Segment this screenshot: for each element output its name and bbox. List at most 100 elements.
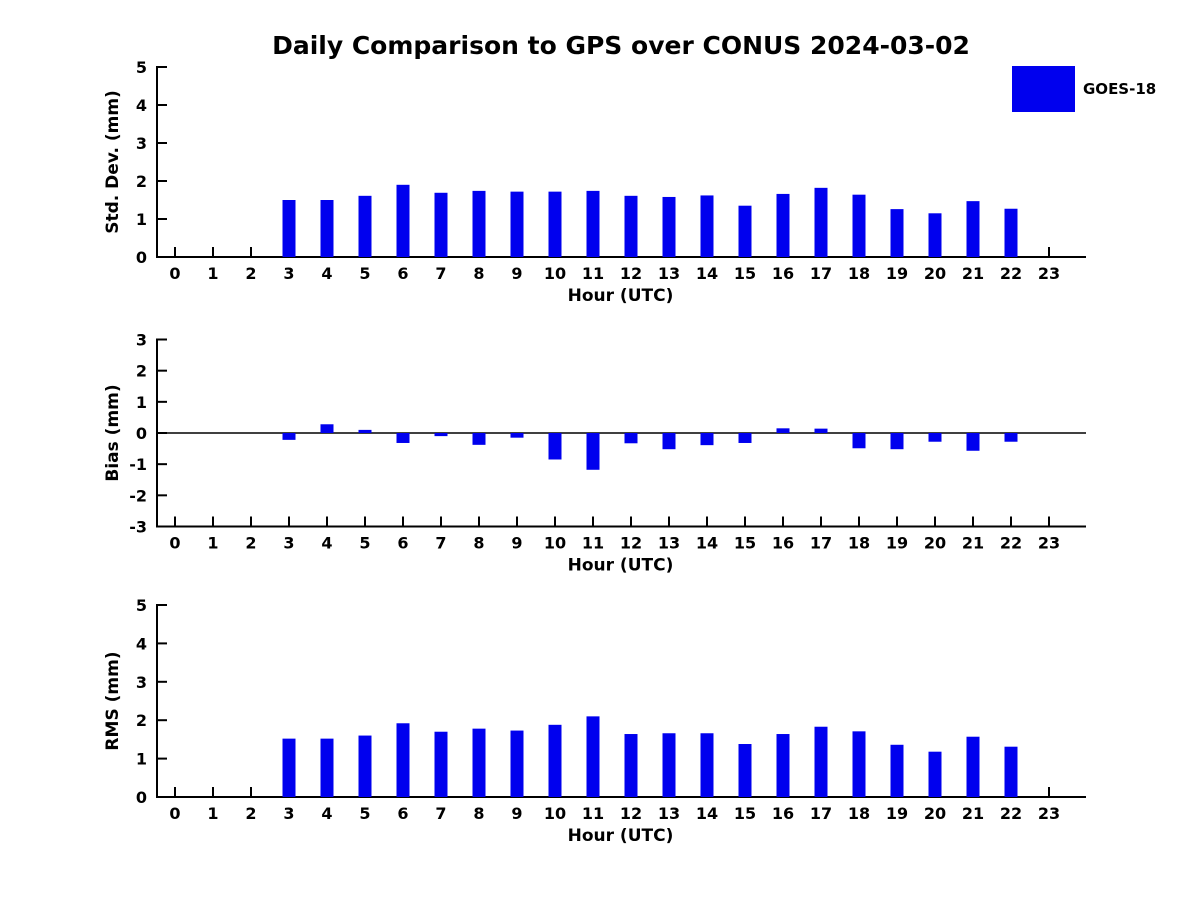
x-tick-label: 19 [886, 534, 908, 553]
bar [358, 195, 372, 257]
x-tick-label: 7 [435, 804, 446, 823]
x-tick-label: 3 [283, 264, 294, 283]
bar [586, 716, 600, 797]
x-tick-label: 16 [772, 804, 794, 823]
bar [548, 724, 562, 797]
bar [1004, 208, 1018, 257]
x-tick-label: 19 [886, 264, 908, 283]
y-tick-label: 1 [136, 750, 147, 769]
x-tick-label: 20 [924, 534, 946, 553]
x-tick-label: 1 [207, 804, 218, 823]
x-tick-label: 12 [620, 534, 642, 553]
bar [966, 201, 980, 257]
x-tick-label: 22 [1000, 534, 1022, 553]
x-tick-label: 2 [245, 264, 256, 283]
y-tick-label: 0 [136, 788, 147, 807]
x-tick-label: 18 [848, 264, 870, 283]
y-axis-label: Bias (mm) [103, 384, 123, 481]
x-tick-label: 11 [582, 534, 604, 553]
x-tick-label: 5 [359, 264, 370, 283]
x-tick-label: 4 [321, 804, 332, 823]
bar [434, 192, 448, 257]
bar [738, 205, 752, 257]
bar [928, 751, 942, 797]
y-tick-label: 0 [136, 248, 147, 267]
x-tick-label: 8 [473, 264, 484, 283]
bar [358, 429, 372, 433]
x-tick-label: 15 [734, 264, 756, 283]
bar [396, 184, 410, 257]
x-tick-label: 10 [544, 804, 566, 823]
bar [1004, 746, 1018, 797]
bar [700, 195, 714, 257]
y-tick-label: 2 [136, 362, 147, 381]
x-tick-label: 12 [620, 264, 642, 283]
x-tick-label: 21 [962, 264, 984, 283]
x-tick-label: 17 [810, 804, 832, 823]
bar [548, 433, 562, 460]
x-tick-label: 8 [473, 804, 484, 823]
bar [662, 433, 676, 450]
x-tick-label: 5 [359, 804, 370, 823]
legend: GOES-18 [1012, 66, 1156, 112]
bar [776, 193, 790, 257]
bar [624, 734, 638, 797]
x-tick-label: 1 [207, 534, 218, 553]
y-tick-label: -1 [129, 455, 147, 474]
x-tick-label: 15 [734, 804, 756, 823]
x-tick-label: 6 [397, 804, 408, 823]
bar [966, 433, 980, 451]
bar [928, 433, 942, 442]
y-tick-label: 1 [136, 210, 147, 229]
x-tick-label: 16 [772, 264, 794, 283]
bar [966, 736, 980, 797]
x-tick-label: 1 [207, 264, 218, 283]
bar [358, 735, 372, 797]
bar [396, 723, 410, 797]
y-tick-label: 3 [136, 673, 147, 692]
bar [700, 733, 714, 797]
bar [510, 191, 524, 257]
bar [434, 433, 448, 437]
bar [1004, 433, 1018, 442]
x-tick-label: 22 [1000, 264, 1022, 283]
x-tick-label: 22 [1000, 804, 1022, 823]
bar [738, 744, 752, 797]
bar [320, 738, 334, 797]
x-tick-label: 20 [924, 804, 946, 823]
bar [282, 738, 296, 797]
legend-label: GOES-18 [1083, 80, 1157, 98]
y-axis-label: RMS (mm) [103, 651, 123, 750]
bar [776, 428, 790, 433]
x-tick-label: 20 [924, 264, 946, 283]
x-tick-label: 13 [658, 534, 680, 553]
x-tick-label: 8 [473, 534, 484, 553]
bar [282, 433, 296, 440]
x-axis-label: Hour (UTC) [568, 286, 674, 306]
bar [510, 433, 524, 438]
x-tick-label: 0 [169, 804, 180, 823]
x-tick-label: 10 [544, 534, 566, 553]
bar [586, 190, 600, 257]
x-tick-label: 21 [962, 534, 984, 553]
bar [320, 424, 334, 433]
bar [662, 196, 676, 257]
x-tick-label: 11 [582, 804, 604, 823]
x-tick-label: 4 [321, 264, 332, 283]
bar [814, 187, 828, 257]
bar [624, 195, 638, 257]
y-tick-label: 2 [136, 172, 147, 191]
bar [624, 433, 638, 444]
x-tick-label: 13 [658, 264, 680, 283]
bar [700, 433, 714, 446]
bar [510, 730, 524, 797]
x-tick-label: 5 [359, 534, 370, 553]
x-tick-label: 18 [848, 534, 870, 553]
x-tick-label: 23 [1038, 264, 1060, 283]
x-tick-label: 14 [696, 804, 718, 823]
bar [928, 213, 942, 257]
y-tick-label: 3 [136, 134, 147, 153]
x-tick-label: 9 [511, 264, 522, 283]
